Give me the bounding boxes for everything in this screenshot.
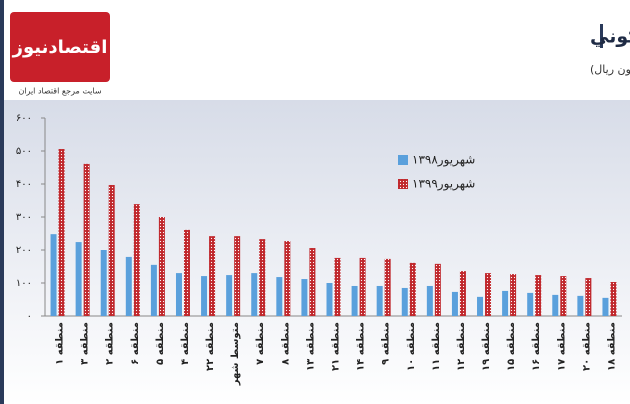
legend-swatch [398,155,408,165]
x-tick-label: منطقه ۱۰ [406,322,417,371]
x-tick-label: منطقه ۱۱ [431,322,442,371]
bar [83,163,90,316]
bar [527,292,534,316]
bar [284,241,291,316]
bar [226,275,233,316]
y-tick-label: ۲۰۰ [16,245,32,256]
legend-label: شهریور۱۳۹۹ [412,177,475,192]
bar [334,257,341,316]
bar [610,282,617,316]
bar [259,239,266,316]
bar [108,184,115,316]
x-tick-label: منطقه ۲۱ [331,322,342,371]
legend-label: شهریور۱۳۹۸ [412,153,475,168]
y-tick-label: ۱۰۰ [16,278,32,289]
bar [125,256,132,316]
bar [209,236,216,316]
x-tick-label: منطقه ۲ [105,322,116,365]
x-tick-label: منطقه ۱۴ [356,322,367,371]
x-tick-label: منطقه ۱۵ [506,322,517,371]
x-tick-label: منطقه ۱۹ [481,322,492,371]
bar [75,242,82,316]
bar [585,278,592,316]
bar [301,279,308,316]
bar [234,236,241,316]
x-tick-label: منطقه ۷ [255,322,266,365]
bar [485,273,492,316]
bar [309,248,316,316]
bar [376,285,383,316]
logo-tagline: سایت مرجع اقتصاد ایران [18,87,101,96]
bar [133,204,140,316]
chart-subtitle: (واحد: میلیون ریال) [590,63,630,76]
chart-title: متوسط قيمت يک متر مربع زيربناي واحد مسکو… [590,26,630,49]
x-tick-label: منطقه ۱۷ [556,322,567,371]
bar [510,274,517,316]
bar [183,229,190,316]
bar [502,290,509,316]
x-tick-label: منطقه ۴ [180,322,191,365]
bar [451,291,458,316]
bar [426,285,433,316]
x-tick-label: منطقه ۸ [280,322,291,365]
bar [552,294,559,316]
y-tick-label: ۴۰۰ [16,179,32,190]
x-tick-label: منطقه ۲۲ [205,322,216,371]
title-bar [600,24,603,48]
bar [50,234,57,316]
bar [560,276,567,316]
left-border [0,0,4,404]
bar [602,297,609,316]
bar [409,262,416,316]
y-tick-label: ۳۰۰ [16,212,32,223]
bar [251,273,258,316]
x-tick-label: متوسط شهر [230,322,241,386]
bar [384,258,391,316]
y-tick-label: ۵۰۰ [16,146,32,157]
bar [276,277,283,316]
bar [100,250,107,316]
x-tick-label: منطقه ۱۲ [456,322,467,371]
bar [434,263,441,316]
x-tick-label: منطقه ۱۳ [305,322,316,371]
bar [401,287,408,316]
bar [158,217,165,316]
bar [577,295,584,316]
legend-swatch [398,179,408,189]
x-tick-label: منطقه ۱ [55,322,66,365]
logo-box [10,12,110,82]
bar [351,285,358,316]
x-tick-label: منطقه ۹ [381,322,392,365]
logo-name: اقتصادنیوز [12,37,108,58]
bar [150,264,157,316]
x-tick-label: منطقه ۱۶ [531,322,542,371]
x-tick-label: منطقه ۶ [130,322,141,365]
bar [359,257,366,316]
y-tick-label: ۶۰۰ [16,113,32,124]
bar [477,296,484,316]
bar [58,149,65,316]
x-tick-label: منطقه ۵ [155,322,166,365]
y-tick-label: ۰ [27,311,32,322]
bar [535,275,542,316]
x-tick-label: منطقه ۱۸ [606,322,617,371]
bar [459,271,466,316]
bar [201,276,208,316]
x-tick-label: منطقه ۳ [80,322,91,365]
bar [175,273,182,316]
bar [326,283,333,316]
x-tick-label: منطقه ۲۰ [581,322,592,371]
